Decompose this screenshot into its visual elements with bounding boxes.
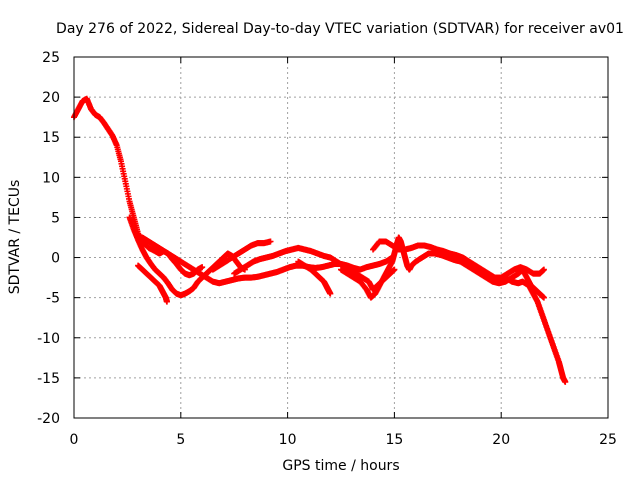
data-point — [562, 378, 569, 385]
series-sat-track-g — [295, 258, 334, 297]
y-tick-label: -10 — [37, 331, 60, 347]
data-point — [391, 266, 398, 273]
series-sat-track-i — [370, 238, 547, 281]
chart-title: Day 276 of 2022, Sidereal Day-to-day VTE… — [56, 21, 624, 37]
data-point — [540, 266, 547, 273]
x-tick-labels: 0 5 10 15 20 25 — [70, 432, 617, 448]
data-point — [327, 290, 334, 297]
y-tick-label: 5 — [51, 210, 60, 226]
data-point — [540, 294, 547, 301]
y-axis-title: SDTVAR / TECUs — [7, 180, 23, 295]
x-axis-title: GPS time / hours — [282, 458, 399, 474]
data-point — [267, 238, 274, 245]
y-tick-labels: -20 -15 -10 -5 0 5 10 15 20 25 — [37, 50, 60, 427]
grid-lines — [74, 57, 608, 418]
y-tick-label: 0 — [51, 251, 60, 267]
x-tick-label: 5 — [176, 432, 185, 448]
x-tick-label: 20 — [492, 432, 510, 448]
data-point — [199, 264, 206, 271]
x-tick-label: 10 — [279, 432, 297, 448]
x-tick-label: 15 — [385, 432, 403, 448]
y-tick-label: -15 — [37, 371, 60, 387]
series-sat-track-c — [135, 262, 170, 305]
y-tick-label: 20 — [42, 90, 60, 106]
data-markers — [71, 95, 569, 385]
series-sat-track-e — [209, 238, 274, 273]
series-sat-track-j — [502, 274, 569, 385]
y-tick-label: -5 — [46, 291, 60, 307]
plot-frame — [73, 56, 609, 419]
y-tick-label: 25 — [42, 50, 60, 66]
y-tick-label: -20 — [37, 411, 60, 427]
y-tick-label: 10 — [42, 170, 60, 186]
series-sat-track-a — [71, 95, 206, 279]
data-point — [163, 298, 170, 305]
y-tick-label: 15 — [42, 130, 60, 146]
axis-ticks — [73, 56, 609, 419]
x-tick-label: 0 — [70, 432, 79, 448]
x-tick-label: 25 — [599, 432, 617, 448]
